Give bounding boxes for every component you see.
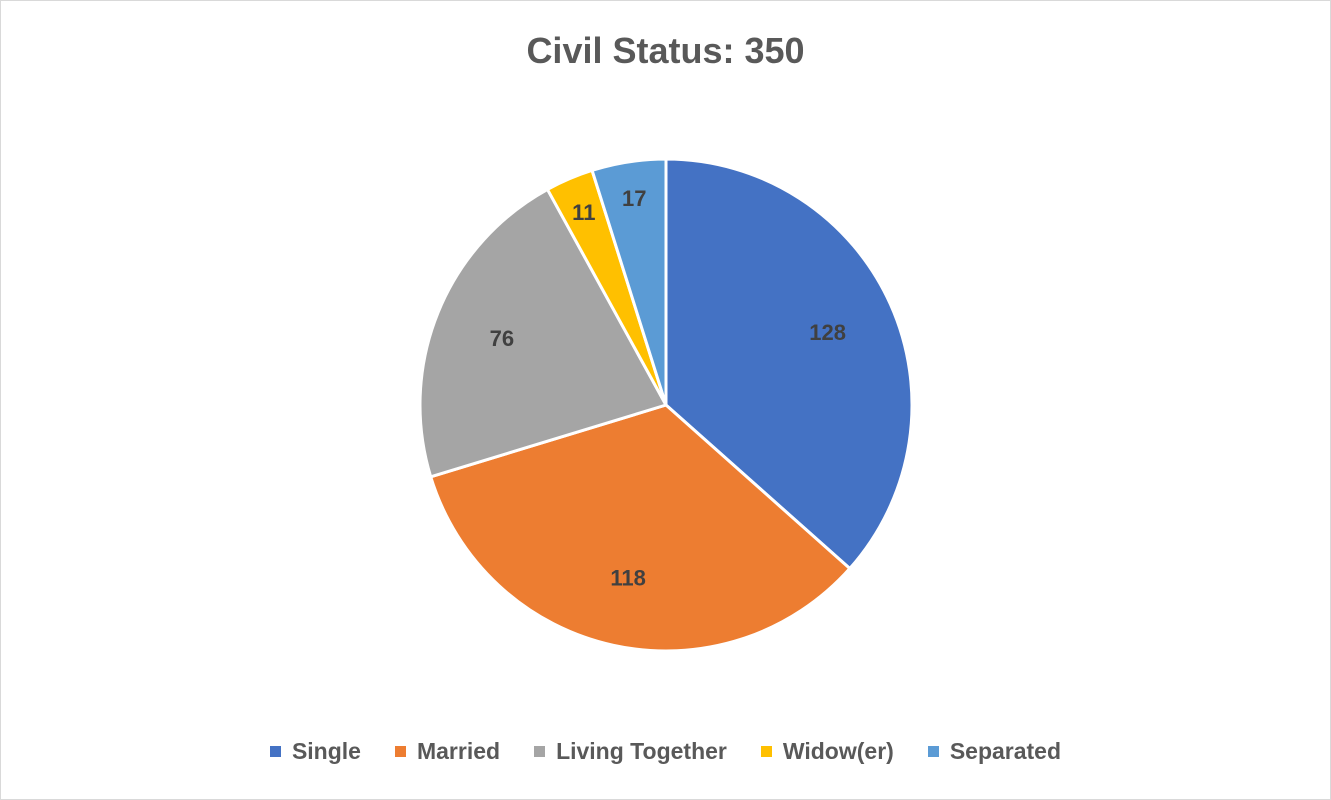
legend-swatch <box>760 746 772 757</box>
legend-item-widow-er: Widow(er) <box>760 738 894 765</box>
legend: Single Married Living Together Widow(er) Sep… <box>0 738 1331 765</box>
legend-swatch <box>394 746 406 757</box>
legend-item-married: Married <box>394 738 501 765</box>
data-label-single: 128 <box>809 320 846 345</box>
legend-label: Living Together <box>556 738 727 764</box>
legend-label: Widow(er) <box>782 738 894 764</box>
pie-slice-married <box>429 403 852 653</box>
data-label-married: 118 <box>610 566 646 591</box>
pie-slice-single <box>664 157 914 571</box>
legend-item-separated: Separated <box>927 738 1062 765</box>
data-label-separated: 17 <box>622 186 646 211</box>
legend-swatch <box>927 746 939 757</box>
legend-item-single: Single <box>269 738 361 765</box>
data-label-living-together: 76 <box>490 326 514 351</box>
legend-swatch <box>534 746 546 757</box>
data-label-widow-er: 11 <box>572 200 595 225</box>
legend-item-living-together: Living Together <box>534 738 727 765</box>
legend-label: Separated <box>949 738 1062 764</box>
legend-label: Married <box>416 738 501 764</box>
legend-label: Single <box>291 738 361 764</box>
legend-swatch <box>269 746 281 757</box>
pie-slice-separated <box>590 157 668 407</box>
chart-title: Civil Status: 350 <box>526 30 805 71</box>
pie-slice-living-together <box>418 187 668 479</box>
